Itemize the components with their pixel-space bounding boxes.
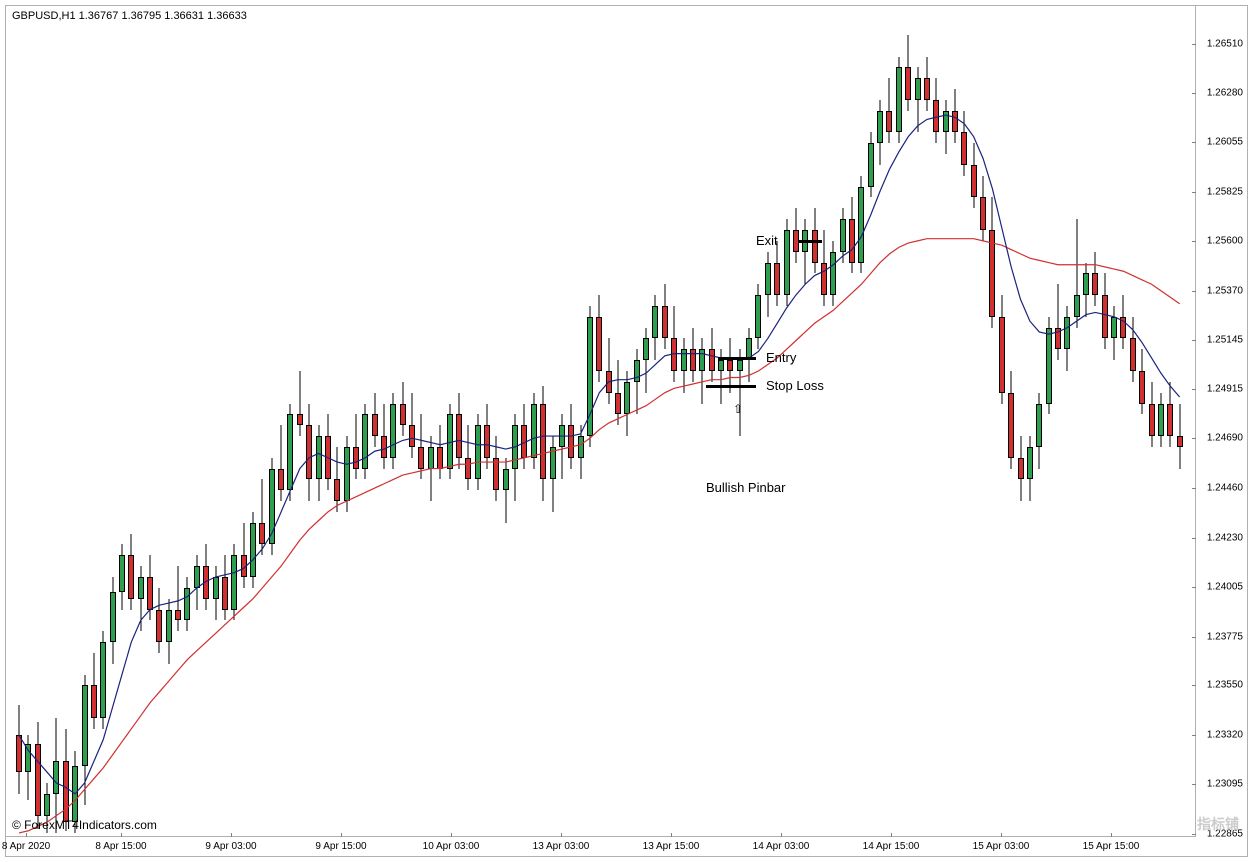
annotation-text: Entry bbox=[766, 350, 796, 365]
y-tick-label: 1.24915 bbox=[1207, 384, 1243, 395]
y-tick-label: 1.23095 bbox=[1207, 779, 1243, 790]
plot-area[interactable]: Exit Entry Stop Loss Bullish Pinbar ⇧ bbox=[6, 6, 1196, 836]
x-tick-label: 9 Apr 15:00 bbox=[315, 841, 366, 852]
arrow-up-icon: ⇧ bbox=[733, 402, 743, 416]
x-tick-label: 8 Apr 15:00 bbox=[95, 841, 146, 852]
x-tick-label: 13 Apr 03:00 bbox=[533, 841, 590, 852]
x-tick-label: 8 Apr 2020 bbox=[2, 841, 50, 852]
x-tick-label: 14 Apr 03:00 bbox=[753, 841, 810, 852]
x-tick-label: 13 Apr 15:00 bbox=[643, 841, 700, 852]
y-tick-label: 1.25825 bbox=[1207, 187, 1243, 198]
y-tick-label: 1.24690 bbox=[1207, 433, 1243, 444]
y-tick-label: 1.26055 bbox=[1207, 137, 1243, 148]
annotation-text: Exit bbox=[756, 233, 778, 248]
copyright-label: © ForexMT4Indicators.com bbox=[12, 818, 157, 832]
y-tick-label: 1.23550 bbox=[1207, 680, 1243, 691]
y-tick-label: 1.26280 bbox=[1207, 88, 1243, 99]
y-tick-label: 1.26510 bbox=[1207, 38, 1243, 49]
y-tick-label: 1.23320 bbox=[1207, 730, 1243, 741]
y-tick-label: 1.24005 bbox=[1207, 581, 1243, 592]
x-tick-label: 14 Apr 15:00 bbox=[863, 841, 920, 852]
y-axis: 1.26510 1.26280 1.26055 1.25825 1.25600 1.253… bbox=[1195, 6, 1247, 836]
x-tick-label: 15 Apr 03:00 bbox=[973, 841, 1030, 852]
y-tick-label: 1.25145 bbox=[1207, 334, 1243, 345]
y-tick-label: 1.24230 bbox=[1207, 532, 1243, 543]
annotation-text: Stop Loss bbox=[766, 378, 824, 393]
annotation-text: Bullish Pinbar bbox=[706, 480, 786, 495]
x-tick-label: 9 Apr 03:00 bbox=[205, 841, 256, 852]
annotation-line bbox=[718, 357, 756, 360]
watermark-label: 指标铺 bbox=[1197, 814, 1239, 834]
y-tick-label: 1.24460 bbox=[1207, 483, 1243, 494]
y-tick-label: 1.23775 bbox=[1207, 631, 1243, 642]
annotation-line bbox=[798, 240, 822, 243]
y-tick-label: 1.25370 bbox=[1207, 285, 1243, 296]
annotation-line bbox=[706, 385, 756, 388]
x-tick-label: 15 Apr 15:00 bbox=[1083, 841, 1140, 852]
y-tick-label: 1.25600 bbox=[1207, 235, 1243, 246]
chart-container: GBPUSD,H1 1.36767 1.36795 1.36631 1.3663… bbox=[5, 5, 1248, 857]
x-tick-label: 10 Apr 03:00 bbox=[423, 841, 480, 852]
x-axis: 8 Apr 20208 Apr 15:009 Apr 03:009 Apr 15… bbox=[6, 836, 1196, 856]
